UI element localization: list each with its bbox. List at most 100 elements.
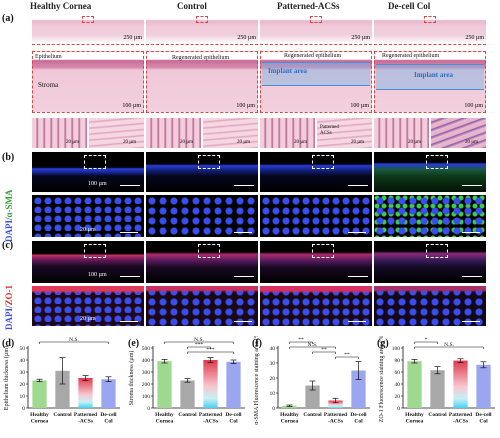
y-axis-label: Epithelium thickness (µm) — [3, 346, 10, 410]
chart-e: Stroma thickness (µm) 0 100 200 300 400 500 Hea… — [128, 337, 245, 425]
significance-label: N.S. — [444, 342, 454, 348]
zoom-box — [424, 16, 436, 23]
scale-label: 100 µm — [88, 181, 107, 187]
panel-f-label: (f) — [252, 338, 262, 349]
x-tick-label: De-cell Col — [475, 412, 492, 425]
he-zoom-left — [146, 118, 201, 148]
scale-label: 250 µm — [237, 35, 256, 41]
scale-bar — [234, 276, 254, 277]
fluor-overview — [374, 152, 486, 192]
scale-label: 20 µm — [80, 316, 96, 322]
significance-label: ** — [344, 352, 350, 358]
y-tick-label: 100 — [392, 346, 401, 352]
zoom-box — [312, 155, 334, 169]
fluor-zoom — [146, 286, 258, 326]
scale-label: 20 µm — [294, 140, 308, 145]
he-overview — [374, 14, 486, 45]
y-tick-label: 40 — [270, 346, 276, 352]
bar — [32, 380, 47, 408]
panel-a-col-3: 250 µm Regenerated epithelium Implant ar… — [260, 14, 372, 148]
he-zoom-right — [431, 118, 486, 148]
col-header-decell: De-cell Col — [388, 1, 431, 11]
y-tick-label: 50 — [20, 346, 26, 352]
scale-label: 100 µm — [464, 103, 483, 109]
fluor-overview — [146, 152, 258, 192]
scale-label: 20 µm — [123, 140, 137, 145]
he-zoom-left — [374, 118, 429, 148]
zoom-box — [198, 244, 220, 258]
he-zoom-right — [203, 118, 258, 148]
scale-bar — [234, 321, 252, 322]
panel-e-label: (e) — [128, 338, 140, 349]
y-tick-label: 0 — [397, 406, 400, 412]
chart-f: α-SMA Fluorescence staining area (%) 0 10 2… — [253, 336, 370, 425]
y-tick-label: 0 — [272, 406, 275, 412]
scale-bar — [234, 185, 254, 186]
fluor-zoom — [146, 195, 258, 237]
regenerated-label: Regenerated epithelium — [382, 53, 440, 59]
patterned-acss-label: Patterned ACSs — [320, 125, 339, 136]
x-tick-label: Control — [428, 412, 447, 418]
stroma-label: Stroma — [38, 81, 59, 89]
y-tick-label: 40 — [20, 358, 26, 364]
significance-label: ** — [298, 337, 304, 343]
zoom-box — [312, 244, 334, 258]
regenerated-label: Regenerated epithelium — [172, 55, 230, 61]
scale-label: 20 µm — [180, 140, 194, 145]
fluor-overview — [260, 152, 372, 192]
bar — [351, 370, 366, 408]
col-header-control: Control — [177, 1, 207, 11]
panel-b-stain-label: DAPI/α-SMA — [4, 189, 14, 242]
bar — [453, 360, 468, 408]
scale-label: 100 µm — [88, 272, 107, 278]
y-axis-label: α-SMA Fluorescence staining area (%) — [253, 336, 260, 425]
y-tick-label: 20 — [270, 376, 276, 382]
zoom-box — [196, 16, 208, 23]
zoom-box — [84, 155, 106, 169]
scale-bar — [120, 185, 140, 186]
he-mid — [146, 51, 258, 113]
x-tick-label: Control — [303, 412, 322, 418]
fluor-overview — [260, 241, 372, 283]
x-tick-label: Patterned -ACSs — [199, 412, 222, 425]
scale-label: 20 µm — [237, 140, 251, 145]
y-tick-label: 300 — [142, 370, 151, 376]
fluor-overview: 100 µm — [32, 241, 144, 283]
bar — [157, 361, 172, 408]
panel-a-label: (a) — [2, 13, 14, 24]
bar — [305, 385, 320, 408]
bar — [101, 379, 116, 408]
panel-a-col-2: 250 µm Regenerated epithelium 100 µm 20 … — [146, 14, 258, 148]
he-zoom-left — [260, 118, 315, 148]
x-tick-label: Healthy Cornea — [30, 412, 49, 425]
significance-label: *** — [206, 347, 215, 353]
scale-bar — [348, 321, 366, 322]
bar — [328, 400, 343, 408]
significance-label: * — [425, 337, 428, 343]
zoom-box — [82, 16, 94, 23]
zoom-box — [426, 244, 448, 258]
scale-label: 100 µm — [350, 103, 369, 109]
zoom-box — [310, 16, 322, 23]
significance-label: *** — [195, 342, 204, 348]
panel-c-stain-label: DAPI/ZO-1 — [4, 284, 14, 330]
x-tick-label: De-cell Col — [350, 412, 367, 425]
chart-g: ZO-1 Fluorescence staining area (%) 0 20 40… — [378, 336, 495, 425]
scale-label: 100 µm — [122, 103, 141, 109]
scale-label: 100 µm — [236, 103, 255, 109]
implant-area — [262, 62, 370, 86]
he-zoom-right — [317, 118, 372, 148]
x-tick-label: Healthy Cornea — [280, 412, 299, 425]
scale-bar — [462, 185, 482, 186]
scale-label: 250 µm — [465, 35, 484, 41]
fluor-zoom — [260, 195, 372, 237]
zoom-box — [84, 244, 106, 258]
scale-bar — [462, 321, 480, 322]
panel-b-label: (b) — [2, 152, 15, 163]
panel-c-label: (c) — [2, 240, 14, 251]
chart-d: Epithelium thickness (µm) 0 10 20 30 40 50 Heal… — [3, 337, 120, 425]
scale-label: 250 µm — [351, 35, 370, 41]
regenerated-label: Regenerated epithelium — [284, 53, 342, 59]
significance-label: N.S. — [194, 337, 204, 343]
x-tick-label: Patterned -ACSs — [324, 412, 347, 425]
